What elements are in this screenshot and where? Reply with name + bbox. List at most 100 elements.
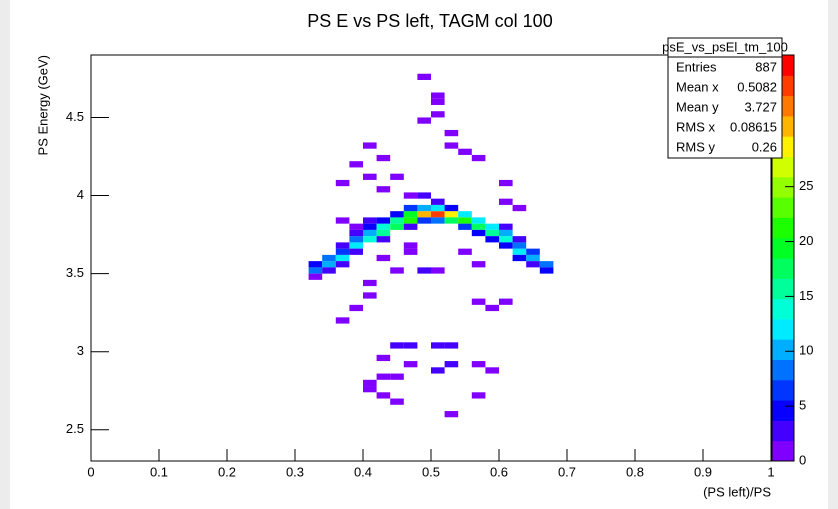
heat-cell xyxy=(499,179,513,187)
x-tick-label: 0.1 xyxy=(150,464,168,479)
heat-cell xyxy=(349,223,363,230)
heat-cell xyxy=(403,248,418,255)
heat-cell xyxy=(335,254,350,262)
heat-cell xyxy=(499,229,513,237)
heat-cell xyxy=(363,217,377,224)
heat-cell xyxy=(431,367,445,374)
heat-cell xyxy=(431,204,445,212)
heat-cell xyxy=(376,223,391,230)
heat-cell xyxy=(458,248,472,255)
heat-cell xyxy=(376,154,391,162)
heat-cell xyxy=(376,354,391,362)
heat-cell xyxy=(499,236,513,243)
stats-label: Mean y xyxy=(676,99,719,114)
heat-cell xyxy=(512,254,527,262)
heat-cell xyxy=(431,92,445,99)
heat-cell xyxy=(471,298,486,305)
y-tick-label: 4 xyxy=(77,187,84,202)
heat-cell xyxy=(499,198,513,205)
heat-cell xyxy=(363,173,377,180)
stats-title: psE_vs_psEl_tm_100 xyxy=(662,39,788,54)
stats-label: Mean x xyxy=(676,79,719,94)
x-tick-label: 0.2 xyxy=(218,464,236,479)
heat-cell xyxy=(390,211,404,218)
color-bar-segment xyxy=(772,420,794,442)
heat-cell xyxy=(335,179,350,187)
heat-cell xyxy=(335,261,350,268)
heat-cell xyxy=(363,236,377,243)
color-bar-segment xyxy=(772,318,794,340)
heat-cell xyxy=(444,361,459,368)
heat-cell xyxy=(349,236,363,243)
heat-cell xyxy=(431,211,445,218)
heat-cell xyxy=(526,261,540,268)
color-bar-frame xyxy=(771,54,795,462)
x-tick-label: 0.5 xyxy=(422,464,440,479)
heat-cell xyxy=(444,342,459,349)
heat-cell xyxy=(458,217,472,224)
color-bar-segment xyxy=(772,379,794,401)
heat-cell xyxy=(349,242,363,249)
z-tick-label: 15 xyxy=(799,288,813,303)
heat-cell xyxy=(417,204,431,212)
heat-cell xyxy=(512,204,527,212)
heat-cell xyxy=(417,117,431,124)
x-tick-label: 0.3 xyxy=(286,464,304,479)
heat-cell xyxy=(471,217,486,224)
color-bar-segment xyxy=(772,298,794,320)
heat-cell xyxy=(471,392,486,399)
heat-cell xyxy=(363,379,377,387)
heat-cell xyxy=(499,223,513,230)
y-tick-label: 4.5 xyxy=(66,109,84,124)
z-tick-label: 10 xyxy=(799,343,813,358)
heat-cell xyxy=(444,204,459,212)
stats-value: 0.5082 xyxy=(737,79,777,94)
heat-cell xyxy=(512,248,527,255)
heat-cell xyxy=(376,392,391,399)
heat-cell xyxy=(335,248,350,255)
y-tick-label: 3.5 xyxy=(66,265,84,280)
heat-cell xyxy=(403,361,418,368)
heat-cell xyxy=(403,204,418,212)
color-bar-segment xyxy=(772,359,794,381)
heat-cell xyxy=(444,142,459,149)
heat-cell xyxy=(444,411,459,418)
x-tick-label: 0.9 xyxy=(694,464,712,479)
z-tick-label: 25 xyxy=(799,178,813,193)
heat-cell xyxy=(363,279,377,287)
heat-cell xyxy=(363,386,377,393)
heat-cell xyxy=(471,361,486,368)
heat-cell xyxy=(417,73,431,80)
heat-cell xyxy=(363,292,377,299)
heat-cell xyxy=(471,223,486,230)
heat-cell xyxy=(390,342,404,349)
heat-cell xyxy=(431,217,445,224)
x-tick-label: 0.7 xyxy=(558,464,576,479)
heat-cell xyxy=(335,217,350,224)
heat-cell xyxy=(390,223,404,230)
x-axis-label: (PS left)/PS xyxy=(703,484,771,499)
heat-cell xyxy=(403,217,418,224)
color-bar-segment xyxy=(772,217,794,239)
heat-cell xyxy=(308,273,323,280)
heat-cell xyxy=(322,267,336,274)
z-tick-label: 5 xyxy=(799,398,806,413)
heat-cell xyxy=(403,342,418,349)
heat-cell xyxy=(485,223,499,230)
heat-cell xyxy=(322,261,336,268)
heat-cell xyxy=(335,317,350,324)
stats-value: 887 xyxy=(755,59,777,74)
heat-cell xyxy=(349,229,363,237)
heat-cell xyxy=(444,211,459,218)
heat-cell xyxy=(526,254,540,262)
heat-cell xyxy=(322,254,336,262)
color-bar-segment xyxy=(772,176,794,198)
heat-cell xyxy=(403,242,418,249)
stats-label: RMS y xyxy=(676,139,716,154)
heat-cell xyxy=(349,248,363,255)
heat-cell xyxy=(431,198,445,205)
x-tick-label: 0.6 xyxy=(490,464,508,479)
heat-cell xyxy=(390,267,404,274)
heat-cell xyxy=(390,373,404,380)
heat-cell xyxy=(539,267,554,274)
